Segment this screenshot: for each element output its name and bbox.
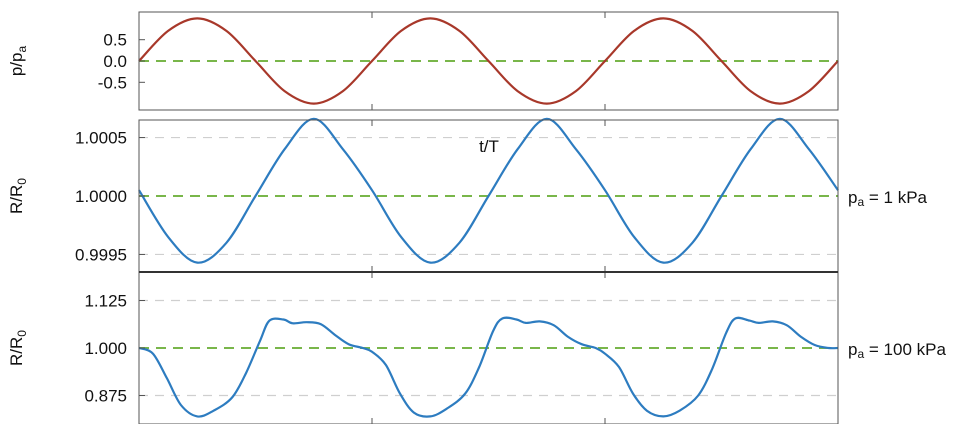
y-tick-label: -0.5 [98,73,127,92]
chart-panel-3: 1.125 1.000 0.875 R/R0 pa = 100 kPa [7,271,946,424]
y-tick-label: 1.000 [84,339,127,358]
condition-label: pa = 100 kPa [848,340,946,361]
y-tick-label: 1.0000 [75,187,127,206]
y-tick-label: 0.875 [84,387,127,406]
y-axis-title: R/R0 [7,330,29,366]
y-tick-label: 0.0 [103,52,127,71]
x-axis-title: t/T [479,137,499,156]
series-line-3 [138,316,839,418]
series-line-1 [138,17,839,105]
y-tick-label: 1.0005 [75,129,127,148]
y-axis-title: R/R0 [7,178,29,214]
chart-panel-2: 1.0005 1.0000 0.9995 R/R0 t/T pa = 1 kPa [7,117,928,273]
y-tick-label: 1.125 [84,292,127,311]
chart-panel-1: 0.5 0.0 -0.5 p/pa [7,11,839,111]
y-axis-title: p/pa [7,46,29,77]
condition-label: pa = 1 kPa [848,188,928,209]
series-line-2 [138,117,839,264]
y-tick-label: 0.5 [103,31,127,50]
y-tick-label: 0.9995 [75,245,127,264]
